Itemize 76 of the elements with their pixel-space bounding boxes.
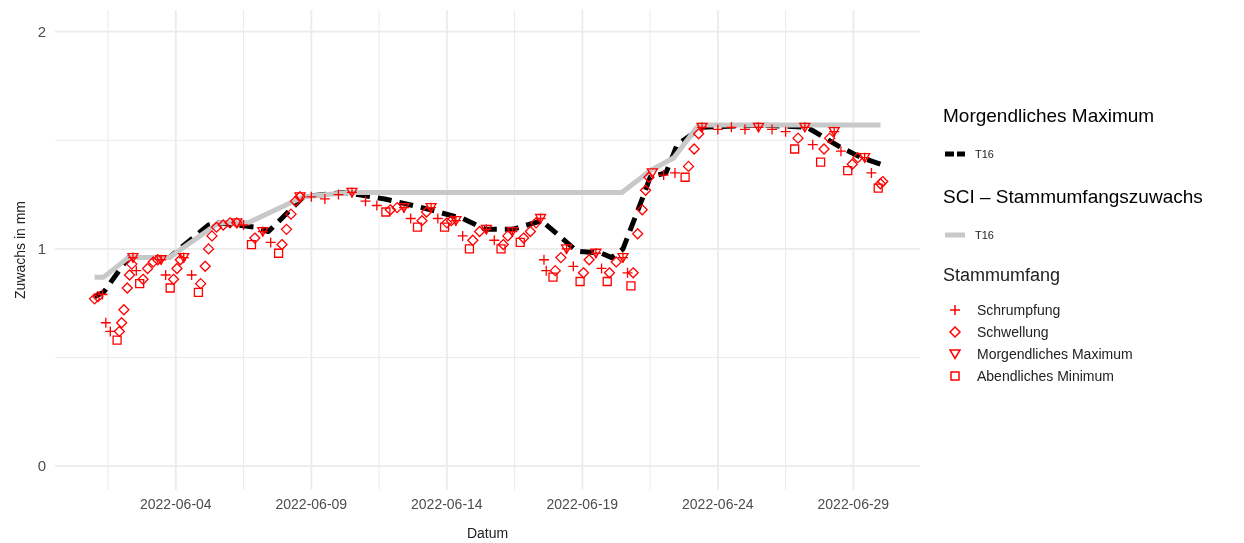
x-tick-label: 2022-06-19: [546, 496, 619, 512]
point: [540, 264, 552, 277]
point: [496, 244, 506, 254]
point: [602, 276, 612, 287]
point: [621, 267, 634, 279]
point: [766, 123, 778, 136]
point: [371, 199, 383, 212]
x-tick-label: 2022-06-24: [682, 496, 754, 512]
point: [265, 236, 277, 249]
point: [246, 239, 257, 250]
point: [595, 262, 608, 275]
text: Stammumfang: [943, 265, 1061, 285]
point: [548, 272, 558, 282]
point: [305, 191, 317, 203]
point: [237, 219, 250, 231]
point: [412, 222, 423, 232]
point: [231, 218, 243, 228]
legend-label: Abendliches Minimum: [977, 368, 1114, 384]
point: [160, 269, 172, 281]
point: [319, 193, 331, 205]
point: [193, 287, 204, 297]
point: [843, 166, 853, 176]
y-tick-label: 1: [37, 239, 46, 257]
point: [96, 288, 109, 301]
point: [515, 237, 525, 248]
x-tick-label: 2022-06-04: [140, 496, 212, 512]
x-axis-title: Datum: [466, 525, 509, 541]
legend-label: T16: [975, 229, 994, 241]
point: [130, 264, 142, 277]
point: [135, 279, 145, 289]
point: [100, 317, 112, 329]
point: [273, 248, 284, 258]
point: [359, 195, 372, 207]
text: SCI – Stammumfangszuwachs: [943, 186, 1203, 207]
x-tick-label: 2022-06-29: [817, 496, 890, 512]
y-axis-title: Zuwachs in mm: [12, 200, 28, 300]
point: [865, 167, 878, 179]
point: [332, 188, 345, 201]
point: [165, 283, 175, 293]
x-tick-label: 2022-06-14: [411, 496, 483, 512]
point: [538, 254, 550, 266]
point: [658, 169, 670, 181]
point: [464, 244, 475, 254]
point: [739, 123, 751, 136]
point: [112, 335, 122, 345]
legend-label: Morgendliches Maximum: [977, 346, 1133, 362]
point: [405, 212, 417, 225]
point: [575, 276, 585, 287]
point: [646, 168, 659, 179]
point: [669, 167, 681, 179]
point: [790, 144, 800, 154]
point: [712, 123, 724, 136]
legend-label: T16: [975, 148, 994, 160]
point: [725, 121, 738, 133]
legend-label: Schwellung: [977, 324, 1049, 340]
point: [873, 183, 883, 193]
point: [626, 281, 636, 291]
point: [680, 172, 690, 182]
x-tick-label: 2022-06-09: [275, 496, 348, 512]
point: [381, 207, 391, 217]
point: [104, 325, 116, 338]
point: [185, 269, 198, 281]
point: [835, 145, 847, 157]
point: [439, 222, 450, 232]
point: [294, 192, 306, 202]
point: [457, 230, 469, 242]
y-tick-label: 0: [37, 457, 46, 475]
y-tick-label: 2: [37, 22, 46, 40]
point: [488, 234, 500, 246]
legend-label: Schrumpfung: [977, 302, 1061, 318]
point: [567, 260, 579, 272]
point: [779, 125, 792, 138]
point: [815, 157, 826, 167]
text: Morgendliches Maximum: [943, 105, 1155, 126]
point: [432, 212, 444, 225]
point: [807, 139, 819, 151]
